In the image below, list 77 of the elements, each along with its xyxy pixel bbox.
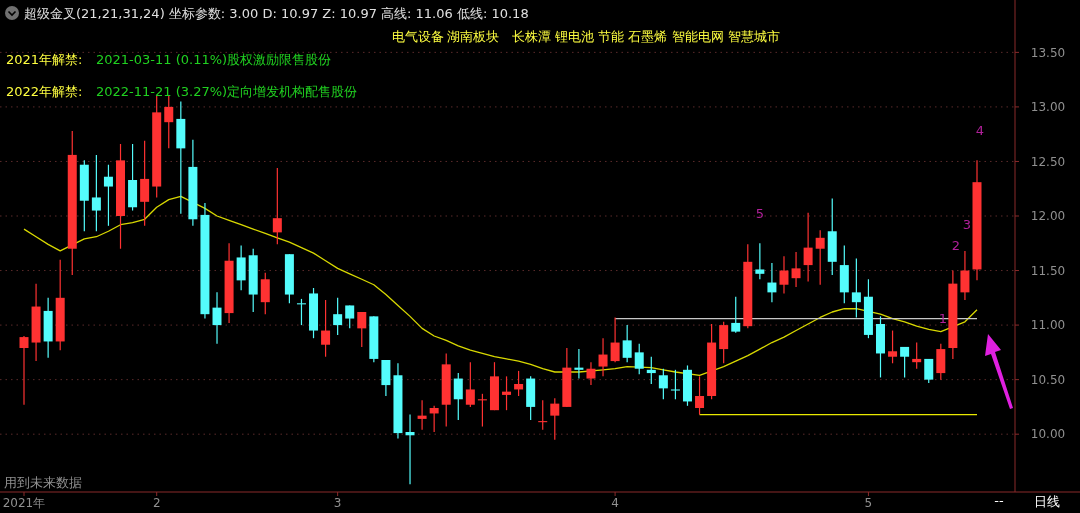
candlestick (755, 242, 765, 280)
candlestick (550, 397, 560, 441)
y-tick-label: 11.00 (1030, 318, 1066, 333)
candlestick (900, 346, 910, 379)
candlestick (815, 229, 825, 286)
annotation: 3 (962, 217, 972, 232)
candlestick (803, 212, 813, 283)
annotation: 2 (951, 238, 961, 253)
candlestick (767, 262, 777, 303)
annotation: 2021-03-11 (0.11%)股权激励限售股份 (96, 52, 332, 67)
candlestick (851, 257, 861, 319)
x-tick-label: 3 (333, 496, 342, 510)
candlestick (296, 298, 306, 326)
candlestick (333, 297, 343, 336)
candlestick (453, 372, 463, 421)
y-tick-label: 12.50 (1030, 154, 1066, 169)
candlestick (477, 393, 487, 428)
candlestick (91, 154, 101, 232)
y-tick-label: 12.00 (1030, 209, 1066, 224)
candlestick (345, 304, 355, 329)
annotation: 4 (975, 123, 985, 138)
candlestick (357, 311, 367, 348)
candlestick (321, 299, 331, 358)
candlestick (538, 399, 548, 431)
y-tick-label: 11.50 (1030, 263, 1066, 278)
candlestick (272, 167, 282, 245)
candlestick (260, 272, 270, 315)
annotation: 长株潭 锂电池 节能 石墨烯 智能电网 智慧城市 (512, 29, 780, 44)
candlestick (586, 361, 596, 386)
annotation: 用到未来数据 (4, 475, 82, 490)
candlestick (610, 316, 620, 363)
annotation: 电气设备 (392, 29, 444, 44)
candlestick (19, 335, 29, 406)
candlestick (405, 413, 415, 485)
x-tick-label: 2021年 (2, 496, 46, 510)
candlestick (103, 164, 113, 227)
candlestick (670, 369, 680, 400)
text: 超级金叉(21,21,31,24) 坐标参数: 3.00 D: 10.97 Z: 10.97 高线: 11.06 低线: 10.18 (24, 6, 529, 21)
y-tick-label: 13.00 (1030, 100, 1066, 115)
x-tick-label: 2 (152, 496, 161, 510)
candlestick (598, 337, 608, 377)
candlestick (658, 368, 668, 400)
candlestick (634, 343, 644, 375)
candlestick (622, 324, 632, 363)
candlestick (791, 251, 801, 288)
candlestick (695, 375, 705, 416)
y-tick-label: 10.00 (1030, 427, 1066, 442)
candlestick (646, 356, 656, 385)
candlestick (140, 140, 150, 227)
candlestick (888, 329, 898, 364)
annotation: 5 (755, 206, 765, 221)
candlestick (731, 296, 741, 334)
y-tick-label: 13.50 (1030, 45, 1066, 60)
candlestick (779, 255, 789, 295)
candlestick (574, 348, 584, 380)
y-tick-label: 10.50 (1030, 372, 1066, 387)
annotation: 湖南板块 (447, 29, 499, 44)
candlestick (912, 341, 922, 370)
candlestick (164, 95, 174, 149)
annotation: 2022年解禁: (6, 84, 83, 99)
candlestick (212, 291, 222, 345)
candlestick (417, 399, 427, 431)
x-tick-label: 5 (864, 496, 873, 510)
text: -- (994, 493, 1004, 508)
candlestick (719, 321, 729, 364)
candlestick (936, 343, 946, 381)
candlestick (465, 361, 475, 408)
candlestick (429, 405, 439, 433)
candlestick (960, 250, 970, 301)
x-tick-label: 4 (611, 496, 619, 510)
text: 日线 (1034, 494, 1060, 509)
line-series (23, 195, 978, 376)
annotation: 2022-11-21 (3.27%)定向增发机构配售股份 (96, 84, 358, 99)
candlestick (236, 244, 246, 291)
annotation: 2021年解禁: (6, 52, 83, 67)
candlestick (502, 375, 512, 411)
candlestick (514, 370, 524, 397)
